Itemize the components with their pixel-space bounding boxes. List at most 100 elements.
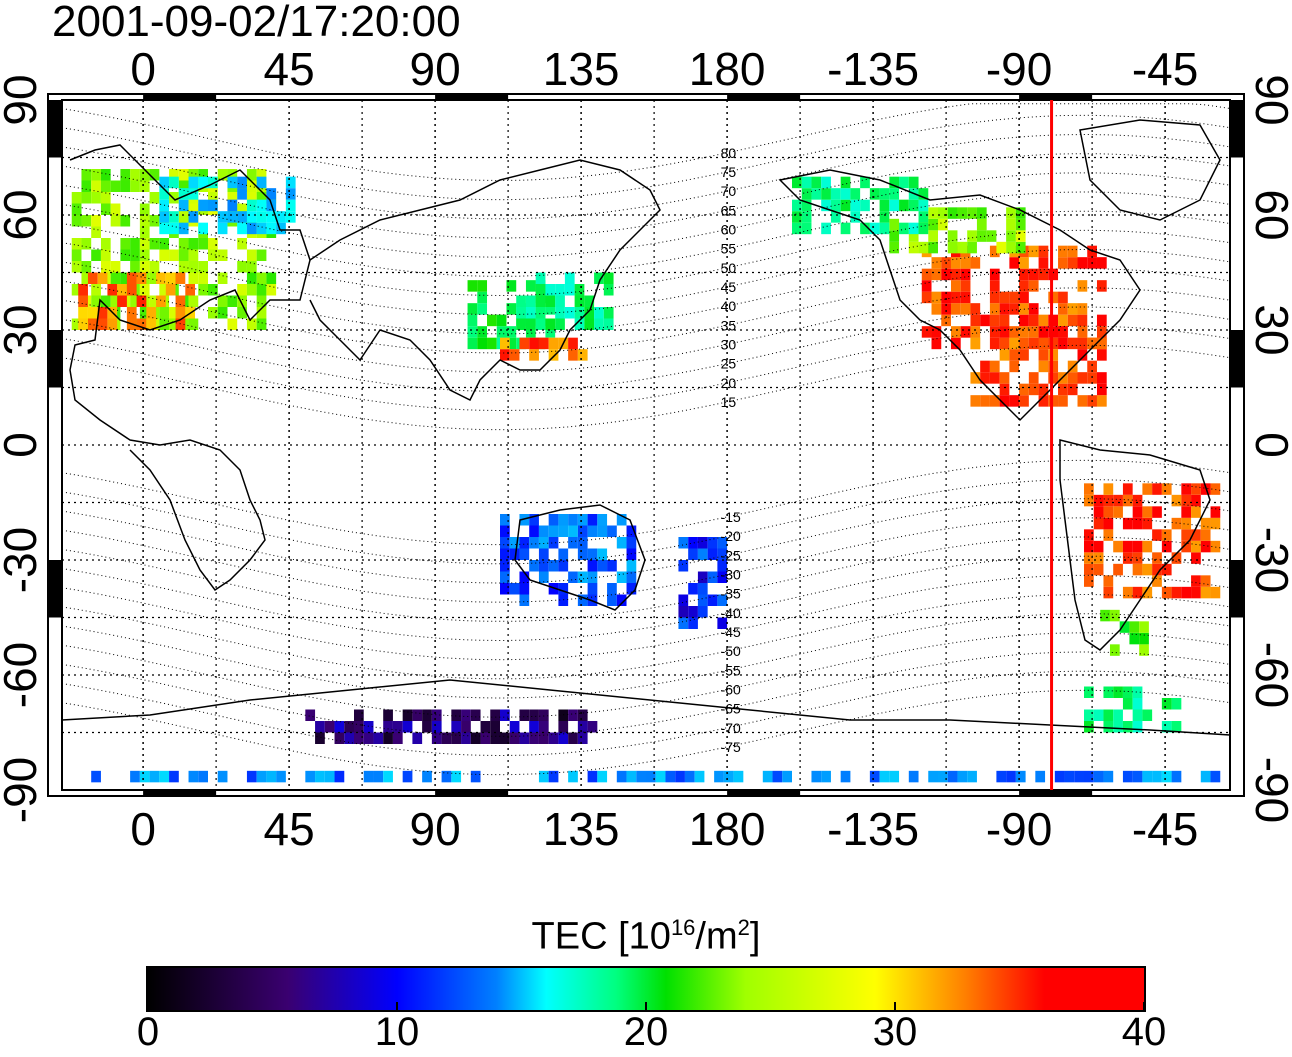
contour-label: -70 — [721, 720, 741, 736]
tec-cell-10 — [1191, 483, 1201, 495]
tec-cell-13 — [470, 732, 481, 744]
tec-cell-6 — [1019, 280, 1029, 292]
tec-cell-2 — [246, 199, 257, 212]
tec-cell-2 — [227, 199, 238, 212]
tec-cell-7 — [1077, 337, 1088, 350]
tec-cell-11 — [616, 594, 627, 606]
tec-cell-6 — [921, 291, 932, 304]
tec-cell-15 — [1139, 621, 1149, 633]
tec-cell-14 — [1035, 770, 1046, 783]
tec-cell-13 — [383, 709, 393, 721]
tec-cell-6 — [989, 268, 1000, 281]
tec-cell-13 — [480, 732, 491, 744]
tec-cell-14 — [889, 770, 900, 783]
tec-cell-5 — [535, 318, 546, 330]
tec-cell-6 — [931, 291, 942, 304]
tec-cell-7 — [1048, 360, 1059, 373]
tec-cell-6 — [950, 268, 961, 281]
tec-cell-6 — [999, 303, 1010, 315]
frame-bar-right — [1230, 100, 1244, 158]
tec-cell-9 — [792, 211, 802, 223]
tec-cell-6 — [1009, 291, 1020, 304]
tec-cell-0 — [169, 249, 179, 261]
tec-cell-5 — [584, 318, 595, 330]
coastline-south-america — [1059, 439, 1211, 651]
tec-cell-0 — [91, 284, 101, 296]
tec-cell-6 — [960, 268, 971, 281]
tec-cell-14 — [957, 770, 968, 783]
tec-cell-16 — [1171, 698, 1182, 710]
contour-label: -65 — [721, 701, 741, 717]
tec-cell-8 — [947, 207, 958, 219]
tec-cell-0 — [208, 249, 218, 261]
tec-cell-0 — [178, 169, 189, 181]
tec-cell-2 — [227, 176, 238, 189]
tec-cell-12 — [717, 560, 728, 572]
tec-cell-7 — [1077, 349, 1088, 361]
tec-cell-10 — [1142, 506, 1153, 518]
tec-cell-9 — [899, 199, 909, 212]
colorbar-title-suffix: ] — [749, 915, 761, 958]
tec-cell-12 — [717, 571, 728, 583]
tec-cell-9 — [918, 188, 929, 200]
tec-cell-8 — [928, 230, 938, 242]
tec-cell-11 — [607, 560, 617, 572]
tec-cell-10 — [1103, 506, 1114, 518]
tec-cell-14 — [840, 770, 851, 783]
tec-cell-12 — [688, 537, 698, 549]
tec-cell-14 — [1074, 770, 1084, 783]
tec-cell-2 — [266, 188, 277, 200]
tec-cell-1 — [126, 284, 137, 296]
tec-cell-12 — [707, 537, 718, 549]
tec-cell-11 — [626, 548, 637, 560]
tec-cell-0 — [81, 192, 92, 204]
tec-cell-6 — [931, 257, 942, 269]
tec-cell-5 — [535, 307, 546, 319]
tec-cell-9 — [840, 199, 851, 212]
tec-cell-6 — [1058, 291, 1068, 304]
tec-cell-0 — [139, 238, 150, 250]
tec-cell-14 — [169, 770, 179, 783]
tec-cell-13 — [529, 721, 539, 733]
tec-cell-5 — [535, 295, 546, 307]
tec-cell-1 — [146, 307, 157, 319]
tec-cell-5 — [574, 284, 585, 296]
tec-cell-4 — [568, 349, 578, 361]
tec-cell-10 — [1161, 586, 1172, 599]
tec-cell-11 — [577, 537, 588, 549]
tec-cell-10 — [1161, 529, 1172, 541]
tec-cell-2 — [256, 222, 267, 235]
frame-bar-right — [1230, 330, 1244, 388]
tec-cell-1 — [78, 318, 88, 330]
bottom-lon-tick: -135 — [827, 803, 920, 855]
tec-cell-10 — [1152, 552, 1162, 564]
tec-cell-13 — [451, 732, 462, 744]
tec-cell-7 — [1009, 326, 1020, 338]
tec-cell-1 — [175, 295, 186, 307]
contour-label: -35 — [721, 586, 741, 602]
tec-cell-0 — [71, 249, 82, 261]
tec-cell-14 — [938, 770, 948, 783]
tec-cell-0 — [91, 192, 101, 204]
contour-label: 25 — [721, 356, 737, 372]
tec-cell-0 — [188, 318, 199, 330]
tec-cell-8 — [908, 230, 919, 242]
tec-cell-6 — [931, 303, 942, 315]
tec-cell-0 — [217, 272, 228, 284]
tec-cell-2 — [208, 199, 218, 212]
tec-cell-8 — [1015, 218, 1026, 231]
tec-cell-14 — [1054, 770, 1065, 783]
tec-cell-0 — [178, 249, 189, 261]
tec-cell-11 — [538, 548, 549, 560]
colorbar-tick-label: 40 — [1121, 1010, 1167, 1054]
magnetic-contour — [61, 478, 1231, 565]
tec-cell-10 — [1142, 517, 1153, 530]
tec-cell-14 — [597, 770, 608, 783]
tec-cell-0 — [149, 272, 160, 284]
tec-cell-7 — [1009, 360, 1020, 373]
tec-cell-12 — [688, 617, 698, 629]
tec-cell-16 — [1161, 721, 1172, 733]
tec-cell-0 — [100, 261, 111, 273]
tec-cell-7 — [1028, 383, 1039, 396]
tec-cell-0 — [246, 318, 257, 330]
